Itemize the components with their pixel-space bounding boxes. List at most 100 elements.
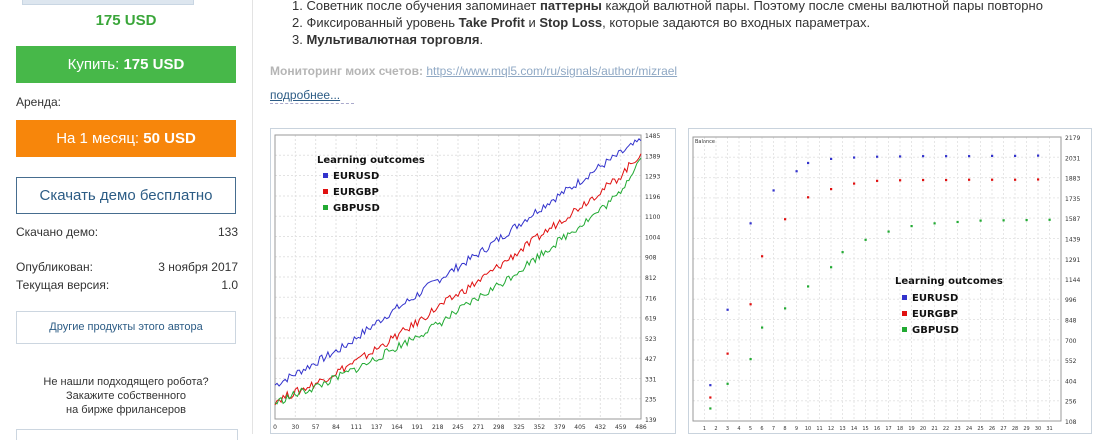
buy-button-price: 175 USD — [123, 56, 185, 73]
legend-label-eurgbp: EURGBP — [333, 187, 379, 198]
y-tick-label: 331 — [645, 376, 657, 383]
legend-label-eurusd: EURUSD — [333, 171, 379, 182]
feature-text: . — [479, 32, 484, 47]
x-tick-label: 10 — [805, 426, 811, 432]
point-eurusd — [968, 155, 971, 158]
screenshot-learning-chart[interactable]: 1485 1389 1293 1196 1100 1004 908 812 716 619 523 4… — [270, 128, 676, 434]
point-eurusd — [876, 155, 879, 158]
point-eurgbp — [876, 179, 879, 182]
point-eurusd — [899, 155, 902, 158]
sidebar-bottom-box — [16, 429, 238, 440]
x-tick-label: 21 — [931, 426, 937, 432]
y-tick-label: 139 — [645, 417, 657, 424]
x-tick-label: 298 — [493, 424, 505, 431]
x-tick-label: 12 — [828, 426, 834, 432]
buy-button[interactable]: Купить: 175 USD — [16, 46, 236, 83]
point-eurusd — [726, 308, 729, 311]
point-eurgbp — [807, 196, 810, 199]
y-tick-label: 716 — [645, 295, 657, 302]
point-gbpusd — [830, 266, 833, 269]
legend-label-eurusd: EURUSD — [912, 293, 958, 304]
y-tick-label: 1389 — [645, 153, 660, 160]
point-eurusd — [709, 384, 712, 387]
point-eurusd — [807, 161, 810, 165]
y-tick-label: 1735 — [1065, 196, 1080, 203]
freelance-line-3[interactable]: на бирже фрилансеров — [66, 404, 186, 416]
plot-frame — [692, 136, 1062, 422]
point-gbpusd — [910, 224, 913, 228]
x-tick-label: 164 — [391, 424, 403, 431]
point-eurgbp — [709, 396, 712, 399]
monitoring-link[interactable]: https://www.mql5.com/ru/signals/author/m… — [426, 64, 678, 78]
monitoring-line: Мониторинг моих счетов: https://www.mql5… — [270, 64, 677, 78]
point-gbpusd — [784, 307, 787, 310]
x-tick-label: 352 — [534, 424, 546, 431]
published-row: Опубликован: 3 ноября 2017 — [16, 260, 238, 274]
other-products-button[interactable]: Другие продукты этого автора — [16, 311, 236, 344]
read-more-underline — [270, 103, 354, 104]
point-eurusd — [772, 189, 775, 192]
x-tick-label: 22 — [943, 426, 949, 432]
point-eurusd — [853, 156, 856, 159]
feature-bold: паттерны — [539, 0, 602, 13]
point-eurgbp — [991, 178, 994, 181]
x-tick-label: 24 — [966, 426, 972, 432]
freelance-line-2[interactable]: Закажите собственного — [66, 390, 186, 402]
feature-bold: Мультивалютная торговля — [306, 32, 480, 47]
downloaded-label: Скачано демо: — [16, 225, 99, 239]
point-gbpusd — [841, 251, 844, 254]
download-demo-button[interactable]: Скачать демо бесплатно — [16, 177, 236, 214]
x-tick-label: 137 — [371, 424, 383, 431]
rent-button[interactable]: На 1 месяц: 50 USD — [16, 120, 236, 157]
y-tick-label: 1144 — [1065, 277, 1080, 284]
x-tick-label: 11 — [816, 426, 822, 432]
x-tick-label: 245 — [452, 424, 464, 431]
y-tick-label: 908 — [645, 255, 657, 262]
point-eurusd — [945, 155, 948, 158]
x-tick-label: 29 — [1023, 426, 1029, 432]
x-tick-label: 7 — [772, 426, 775, 432]
x-tick-label: 5 — [749, 426, 752, 432]
x-tick-label: 4 — [737, 426, 740, 432]
point-gbpusd — [1048, 218, 1051, 221]
series-line-eurgbp — [274, 153, 642, 406]
buy-button-label: Купить: — [67, 56, 120, 73]
x-tick-label: 16 — [874, 426, 880, 432]
monitoring-label: Мониторинг моих счетов: — [270, 64, 423, 78]
x-tick-label: 30 — [292, 424, 300, 431]
y-tick-label: 619 — [645, 316, 657, 323]
point-eurusd — [1037, 154, 1040, 157]
x-tick-label: 1 — [703, 426, 706, 432]
feature-number: 2. — [292, 15, 303, 30]
legend-label-eurgbp: EURGBP — [912, 309, 958, 320]
point-gbpusd — [979, 219, 982, 222]
x-tick-label: 19 — [908, 426, 914, 432]
point-gbpusd — [864, 238, 867, 241]
x-tick-label: 17 — [885, 426, 891, 432]
point-gbpusd — [709, 407, 712, 410]
x-tick-label: 25 — [977, 426, 983, 432]
y-tick-label: 2031 — [1065, 155, 1080, 162]
legend-swatch-eurgbp — [323, 189, 328, 194]
x-tick-label: 405 — [574, 424, 586, 431]
y-tick-label: 812 — [645, 275, 657, 282]
feature-text: Советник после обучения запоминает — [306, 0, 540, 13]
y-tick-label: 700 — [1065, 338, 1077, 345]
product-sidebar: 175 USD Купить: 175 USD Аренда: На 1 мес… — [0, 0, 252, 440]
x-tick-label: 379 — [554, 424, 566, 431]
product-description: 1. Советник после обучения запоминает па… — [270, 0, 1095, 434]
y-tick-label: 235 — [645, 397, 657, 404]
read-more-link[interactable]: подробнее... — [270, 88, 341, 102]
product-thumbnail[interactable] — [22, 0, 194, 5]
rent-button-price: 50 USD — [143, 130, 196, 147]
x-tick-label: 9 — [795, 426, 798, 432]
feature-bold: Stop Loss — [539, 15, 603, 30]
screenshot-balance-chart[interactable]: Balance217920311883173515871439129111449… — [688, 128, 1092, 434]
product-price: 175 USD — [95, 12, 157, 29]
x-tick-label: 3 — [726, 426, 729, 432]
x-tick-label: 111 — [351, 424, 363, 431]
feature-text: и — [524, 15, 540, 30]
point-eurgbp — [830, 187, 833, 191]
x-tick-label: 191 — [412, 424, 424, 431]
point-eurusd — [991, 154, 994, 157]
